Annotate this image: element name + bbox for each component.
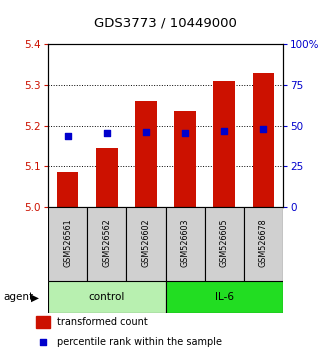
Text: ▶: ▶ <box>31 292 39 302</box>
Text: percentile rank within the sample: percentile rank within the sample <box>57 337 221 347</box>
Bar <box>174 112 196 207</box>
Text: GSM526603: GSM526603 <box>181 218 190 267</box>
Text: GSM526605: GSM526605 <box>220 218 229 267</box>
Bar <box>253 73 274 207</box>
Bar <box>244 207 283 281</box>
Bar <box>166 207 205 281</box>
Text: agent: agent <box>3 292 33 302</box>
Bar <box>135 101 157 207</box>
Text: IL-6: IL-6 <box>215 292 234 302</box>
Text: GSM526678: GSM526678 <box>259 218 268 267</box>
Point <box>222 128 227 134</box>
Point <box>143 129 149 135</box>
Bar <box>48 207 87 281</box>
Bar <box>57 172 78 207</box>
Bar <box>205 207 244 281</box>
Text: control: control <box>89 292 125 302</box>
Bar <box>213 81 235 207</box>
Point <box>261 126 266 132</box>
Bar <box>166 281 283 313</box>
Text: GSM526562: GSM526562 <box>102 218 111 267</box>
Text: GDS3773 / 10449000: GDS3773 / 10449000 <box>94 17 237 29</box>
Bar <box>36 316 50 328</box>
Text: GSM526561: GSM526561 <box>63 218 72 267</box>
Bar <box>126 207 166 281</box>
Point <box>104 130 109 136</box>
Text: transformed count: transformed count <box>57 317 147 327</box>
Bar <box>96 148 118 207</box>
Point <box>182 130 188 136</box>
Text: GSM526602: GSM526602 <box>141 218 150 267</box>
Point <box>65 133 70 139</box>
Point <box>41 339 46 344</box>
Bar <box>87 207 126 281</box>
Bar <box>48 281 166 313</box>
